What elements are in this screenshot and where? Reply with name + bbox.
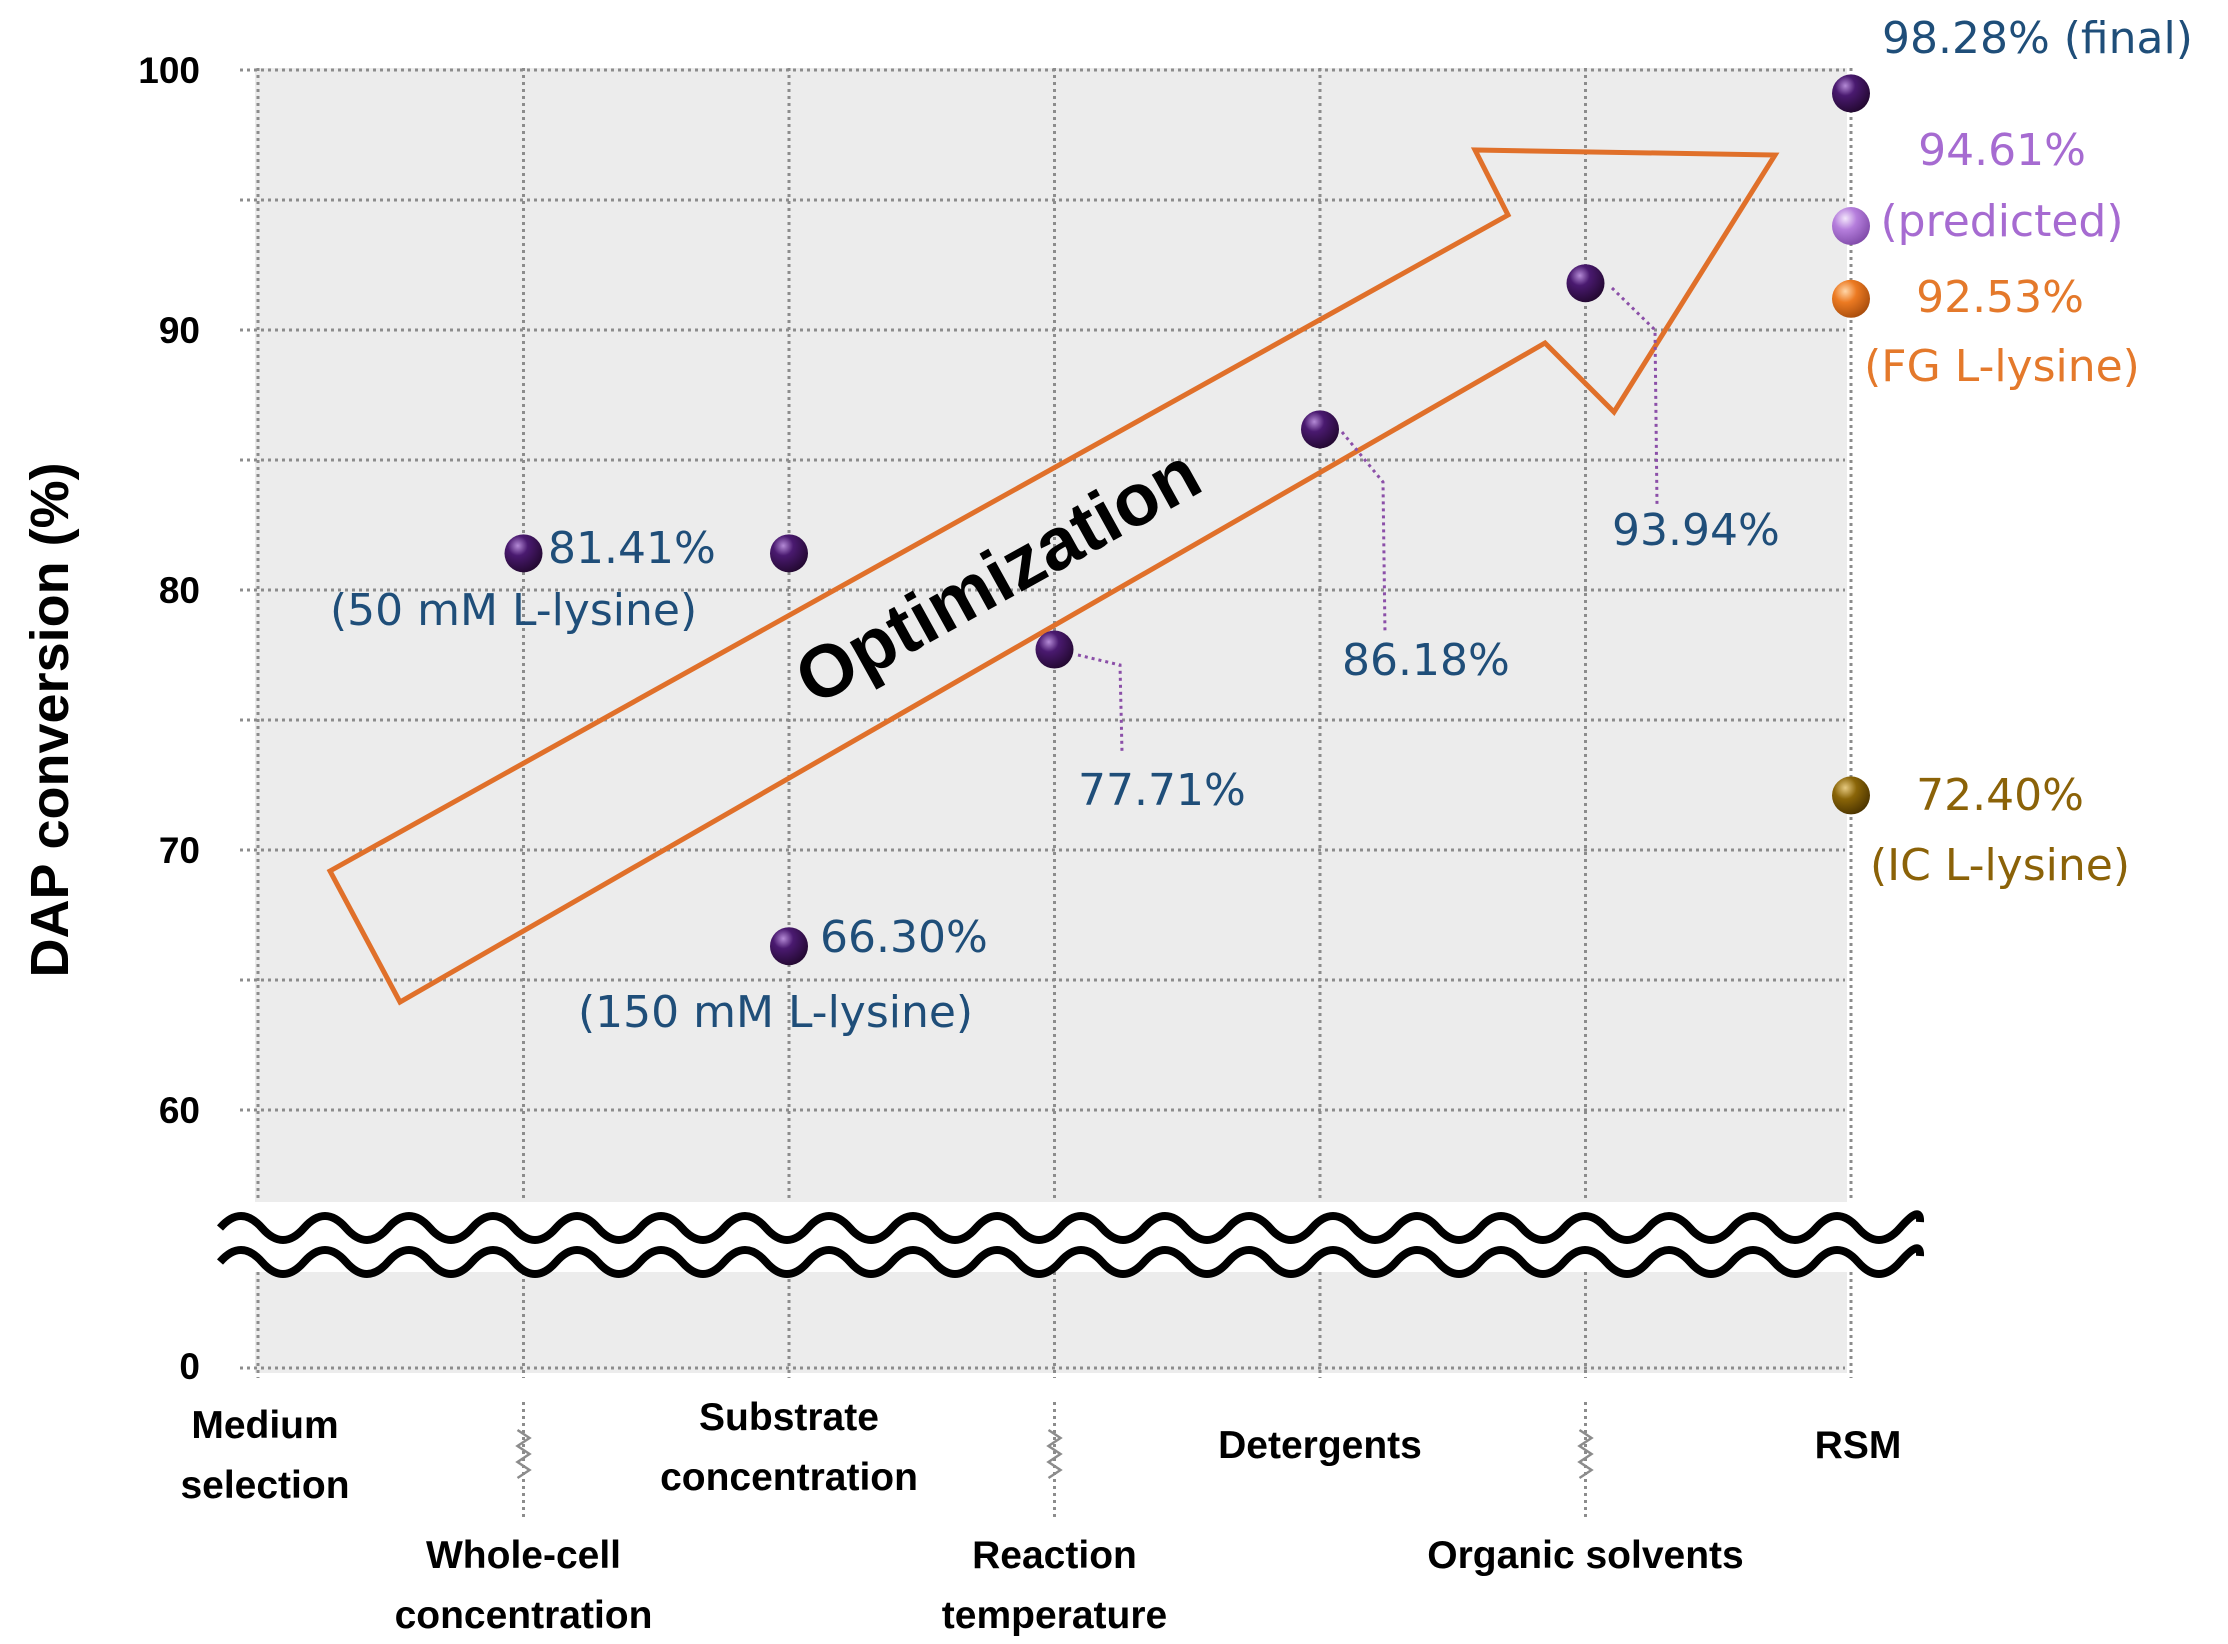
point-annotation: 93.94% [1612,505,1780,556]
data-point [1832,74,1870,113]
point-annotation: 94.61% [1918,125,2086,176]
point-annotation: 92.53% [1916,272,2084,323]
category-connector-squiggle [515,1428,532,1480]
y-axis-label: DAP conversion (%) [20,462,80,977]
x-category-label: Whole-cell [426,1534,621,1577]
data-point [770,534,808,573]
x-category-label: selection [180,1464,349,1507]
x-category-label: concentration [660,1456,918,1499]
point-annotation: (50 mM L-lysine) [330,585,697,636]
point-annotation: 72.40% [1916,770,2084,821]
point-annotation: 81.41% [548,523,716,574]
x-category-label: Substrate [699,1396,879,1439]
point-annotation: (150 mM L-lysine) [578,987,973,1038]
data-point [770,927,808,966]
y-tick-label: 0 [179,1346,200,1387]
y-tick-label: 80 [159,570,200,611]
data-point [1566,264,1605,303]
point-annotation: 98.28% (final) [1882,13,2193,64]
x-category-label: RSM [1815,1424,1902,1467]
x-category-labels: Medium selection Whole-cell concentration Su… [180,1396,1901,1637]
axis-break [216,1202,1950,1278]
data-point [1301,410,1339,449]
point-annotation: (FG L-lysine) [1864,341,2140,392]
data-point [1832,207,1870,245]
point-annotation: 66.30% [820,912,988,963]
point-annotation: 86.18% [1342,635,1510,686]
leader-line [1340,431,1387,635]
x-category-connectors [515,1402,1594,1520]
leader-lines [1077,286,1659,753]
leader-line [1077,653,1124,753]
x-category-label: Reaction [972,1534,1137,1577]
x-category-label: temperature [942,1594,1167,1637]
category-connector-squiggle [1046,1428,1063,1480]
y-tick-label: 100 [138,50,200,91]
x-category-label: Organic solvents [1427,1534,1743,1577]
data-point [1832,279,1870,318]
y-tick-label: 90 [159,310,200,351]
axis-break-wave-top [216,1210,1925,1244]
point-annotations: 81.41% (50 mM L-lysine) 66.30% (150 mM L-ly… [330,13,2193,1038]
y-tick-labels: 0 60 70 80 90 100 [138,50,200,1387]
data-point [1035,630,1074,669]
x-category-label: Medium [191,1404,338,1447]
data-point [504,534,543,573]
y-tick-label: 70 [159,830,200,871]
y-tick-label: 60 [159,1090,200,1131]
axis-break-wave-bottom [216,1244,1925,1278]
data-points [504,74,1870,966]
optimization-arrow-outline [326,147,1780,1006]
leader-line [1610,286,1659,506]
point-annotation: (predicted) [1880,196,2123,247]
point-annotation: 77.71% [1078,765,1246,816]
x-category-label: concentration [395,1594,653,1637]
category-connector-squiggle [1577,1428,1594,1480]
data-point [1832,776,1870,815]
point-annotation: (IC L-lysine) [1870,840,2130,891]
x-category-label: Detergents [1218,1424,1422,1467]
